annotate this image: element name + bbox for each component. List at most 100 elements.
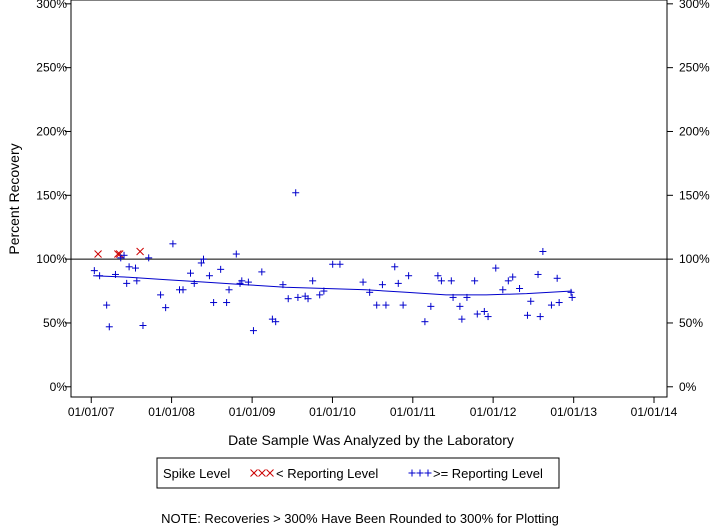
x-tick-label: 01/01/09: [229, 405, 276, 419]
point-above-reporting-level: [304, 295, 312, 303]
x-tick-label: 01/01/12: [470, 405, 517, 419]
point-above-reporting-level: [105, 323, 113, 331]
point-above-reporting-level: [471, 277, 479, 285]
y-tick-right-label: 200%: [679, 124, 710, 138]
y-tick-right-label: 300%: [679, 0, 710, 11]
point-above-reporting-level: [484, 313, 492, 321]
point-above-reporting-level: [536, 313, 544, 321]
legend-below-label: < Reporting Level: [276, 466, 378, 481]
point-above-reporting-level: [225, 286, 233, 294]
point-above-reporting-level: [123, 279, 131, 287]
point-above-reporting-level: [359, 278, 367, 286]
point-above-reporting-level: [458, 315, 466, 323]
point-above-reporting-level: [316, 291, 324, 299]
point-above-reporting-level: [399, 301, 407, 309]
legend-below-marker: [258, 469, 266, 477]
point-above-reporting-level: [145, 254, 153, 262]
point-above-reporting-level: [480, 307, 488, 315]
y-axis-left: 0% 50% 100% 150% 200% 250% 300%: [36, 0, 71, 394]
point-above-reporting-level: [309, 277, 317, 285]
point-above-reporting-level: [199, 255, 207, 263]
point-above-reporting-level: [567, 288, 575, 296]
legend-title: Spike Level: [163, 466, 230, 481]
x-tick-label: 01/01/11: [390, 405, 436, 419]
point-above-reporting-level: [547, 301, 555, 309]
point-below-reporting-level: [136, 247, 144, 256]
point-above-reporting-level: [427, 302, 435, 310]
y-tick-left-label: 300%: [36, 0, 67, 11]
point-above-reporting-level: [504, 277, 512, 285]
point-above-reporting-level: [284, 295, 292, 303]
x-tick-label: 01/01/14: [631, 405, 678, 419]
point-above-reporting-level: [292, 189, 300, 197]
point-above-reporting-level: [527, 297, 535, 305]
point-above-reporting-level: [373, 301, 381, 309]
point-above-reporting-level: [329, 260, 337, 268]
point-above-reporting-level: [187, 269, 195, 277]
x-axis: 01/01/07 01/01/08 01/01/09 01/01/10 01/01/11…: [68, 397, 678, 419]
y-tick-right-label: 100%: [679, 252, 710, 266]
y-tick-left-label: 200%: [36, 124, 67, 138]
point-above-reporting-level: [90, 267, 98, 275]
point-above-reporting-level: [103, 301, 111, 309]
point-below-reporting-level: [115, 250, 124, 258]
point-above-reporting-level: [509, 273, 517, 281]
point-above-reporting-level: [139, 322, 147, 330]
point-above-reporting-level: [169, 240, 177, 248]
point-above-reporting-level: [391, 263, 399, 271]
point-above-reporting-level: [179, 286, 187, 294]
point-above-reporting-level: [223, 299, 231, 307]
x-tick-label: 01/01/08: [148, 405, 195, 419]
y-tick-left-label: 100%: [36, 252, 67, 266]
trend-line: [93, 275, 573, 296]
point-above-reporting-level: [249, 327, 257, 335]
point-above-reporting-level: [421, 318, 429, 326]
point-above-reporting-level: [534, 270, 542, 278]
point-above-reporting-level: [456, 302, 464, 310]
point-above-reporting-level: [294, 293, 302, 301]
legend-above-marker: [416, 469, 424, 477]
point-above-reporting-level: [197, 259, 205, 267]
x-axis-title: Date Sample Was Analyzed by the Laborato…: [228, 432, 514, 448]
point-below-reporting-level: [94, 250, 102, 258]
legend-below-markers: [250, 469, 274, 477]
point-above-reporting-level: [539, 247, 547, 255]
point-above-reporting-level: [210, 299, 218, 307]
point-above-reporting-level: [382, 301, 390, 309]
point-above-reporting-level: [499, 286, 507, 294]
y-tick-left-label: 50%: [43, 316, 67, 330]
legend-box: [156, 457, 560, 489]
point-above-reporting-level: [523, 311, 531, 319]
legend-above-marker: [408, 469, 416, 477]
point-above-reporting-level: [131, 264, 139, 272]
point-above-reporting-level: [434, 272, 442, 280]
point-above-reporting-level: [205, 272, 213, 280]
legend-above-label: >= Reporting Level: [433, 466, 543, 481]
x-tick-label: 01/01/07: [68, 405, 115, 419]
point-above-reporting-level: [516, 284, 524, 292]
plot-frame: [70, 0, 668, 398]
y-tick-right-label: 50%: [679, 316, 703, 330]
point-above-reporting-level: [394, 279, 402, 287]
point-above-reporting-level: [555, 299, 563, 307]
y-tick-right-label: 150%: [679, 188, 710, 202]
point-above-reporting-level: [336, 260, 344, 268]
y-axis-right: 0% 50% 100% 150% 200% 250% 300%: [667, 0, 710, 394]
x-tick-label: 01/01/10: [309, 405, 356, 419]
plot-note: NOTE: Recoveries > 300% Have Been Rounde…: [161, 511, 559, 526]
point-above-reporting-level: [378, 281, 386, 289]
legend-above-marker: [424, 469, 432, 477]
y-tick-right-label: 250%: [679, 61, 710, 75]
point-above-reporting-level: [238, 277, 246, 285]
point-above-reporting-level: [120, 251, 128, 259]
legend: Spike Level < Reporting Level >= Reporti…: [156, 457, 560, 489]
legend-below-marker: [250, 469, 258, 477]
point-below-reporting-level: [114, 250, 122, 258]
point-above-reporting-level: [125, 263, 133, 271]
point-above-reporting-level: [157, 291, 165, 299]
data-points: [90, 189, 576, 335]
legend-above-markers: [408, 469, 432, 477]
y-tick-right-label: 0%: [679, 380, 697, 394]
point-above-reporting-level: [217, 265, 225, 273]
